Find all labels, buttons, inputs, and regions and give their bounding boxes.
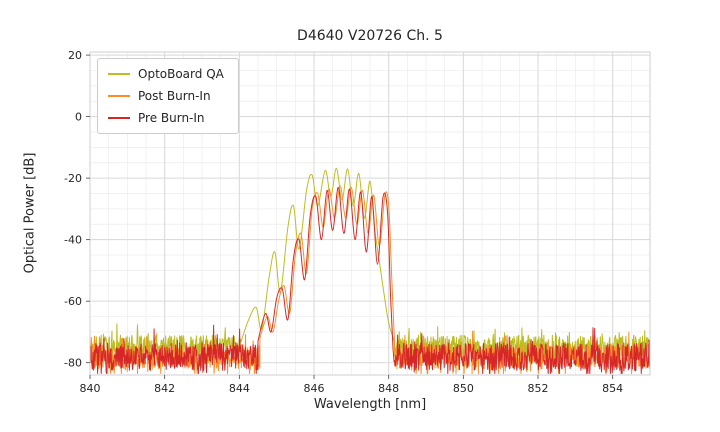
legend: OptoBoard QA Post Burn-In Pre Burn-In: [97, 58, 239, 134]
y-tick-label: 0: [75, 111, 82, 124]
legend-item: OptoBoard QA: [108, 67, 224, 81]
legend-swatch-pre-burn-in: [108, 117, 130, 119]
grid-major: [89, 52, 650, 375]
legend-item: Post Burn-In: [108, 89, 224, 103]
legend-swatch-post-burn-in: [108, 95, 130, 97]
x-tick-label: 854: [602, 382, 623, 395]
legend-item: Pre Burn-In: [108, 111, 224, 125]
x-tick-label: 852: [528, 382, 549, 395]
x-tick-label: 842: [154, 382, 175, 395]
x-axis-label: Wavelength [nm]: [313, 397, 427, 412]
series-line-pre-burn-in: [90, 186, 650, 374]
y-axis-label: Optical Power [dB]: [22, 152, 38, 274]
chart-title: D4640 V20726 Ch. 5: [297, 28, 443, 44]
legend-label: Pre Burn-In: [138, 111, 205, 125]
x-tick-label: 844: [229, 382, 250, 395]
x-tick-label: 840: [80, 382, 101, 395]
x-tick-label: 846: [304, 382, 325, 395]
y-tick-label: -80: [64, 357, 82, 370]
x-tick-label: 848: [378, 382, 399, 395]
y-tick-label: -60: [64, 295, 82, 308]
y-tick-label: -20: [64, 172, 82, 185]
x-tick-label: 850: [453, 382, 474, 395]
legend-swatch-optoboard-qa: [108, 73, 130, 75]
legend-label: Post Burn-In: [138, 89, 211, 103]
y-tick-label: 20: [68, 49, 82, 62]
axis-ticks: 840 842 844 846 848 850 852 854 20 0 -20 -40 -60 -80: [64, 49, 623, 395]
plot-border: [89, 51, 651, 376]
legend-label: OptoBoard QA: [138, 67, 224, 81]
y-tick-label: -40: [64, 234, 82, 247]
